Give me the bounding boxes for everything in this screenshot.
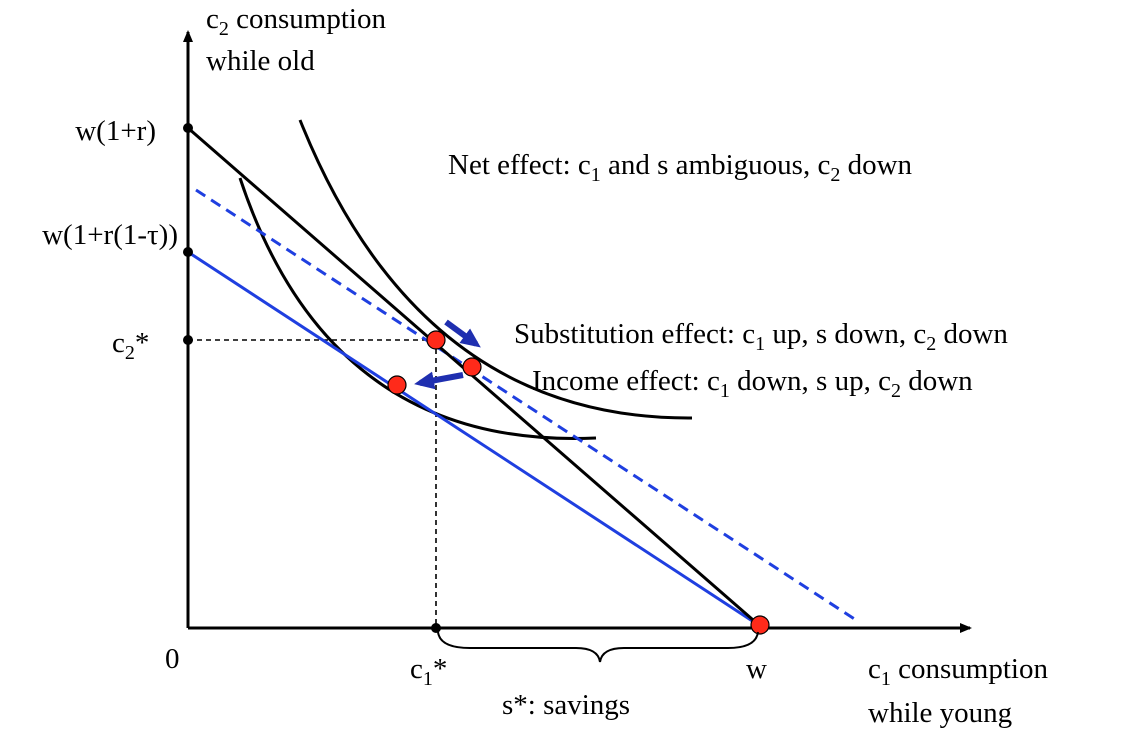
y-tick-c2-star: c2*	[112, 327, 149, 364]
y-axis-label-line2: while old	[206, 45, 315, 77]
tick-dot-w-1-plus-r	[183, 123, 193, 133]
x-tick-w: w	[746, 653, 767, 685]
original-optimum-point	[426, 330, 446, 350]
original-budget-line	[187, 126, 761, 628]
low-indifference-curve	[238, 177, 597, 441]
taxed-budget-line	[187, 250, 761, 628]
savings-brace	[437, 631, 759, 663]
y-axis-label-line1: c2 consumption	[206, 3, 386, 40]
endowment-point	[750, 615, 770, 635]
substitution-effect-annotation: Substitution effect: c1 up, s down, c2 d…	[514, 318, 1008, 355]
y-tick-w-1-plus-r: w(1+r)	[75, 115, 156, 147]
substitution-arrow	[444, 319, 481, 348]
tick-dot-c1-star	[431, 623, 441, 633]
y-tick-w-taxed: w(1+r(1-τ))	[42, 219, 178, 251]
tick-dot-c2-star	[183, 335, 193, 345]
tick-dot-w-taxed	[183, 247, 193, 257]
income-arrow	[414, 371, 464, 390]
net-effect-annotation: Net effect: c1 and s ambiguous, c2 down	[448, 149, 913, 186]
x-axis-label-line1: c1 consumption	[868, 653, 1048, 690]
taxed-optimum-point	[387, 375, 407, 395]
x-tick-c1-star: c1*	[410, 653, 447, 690]
compensated-budget-line	[195, 188, 857, 622]
substitution-optimum-point	[462, 357, 482, 377]
savings-label: s*: savings	[502, 689, 630, 721]
high-indifference-curve	[298, 119, 693, 420]
income-effect-annotation: Income effect: c1 down, s up, c2 down	[532, 365, 973, 402]
x-axis-label-line2: while young	[868, 697, 1012, 729]
origin-label: 0	[165, 643, 180, 675]
